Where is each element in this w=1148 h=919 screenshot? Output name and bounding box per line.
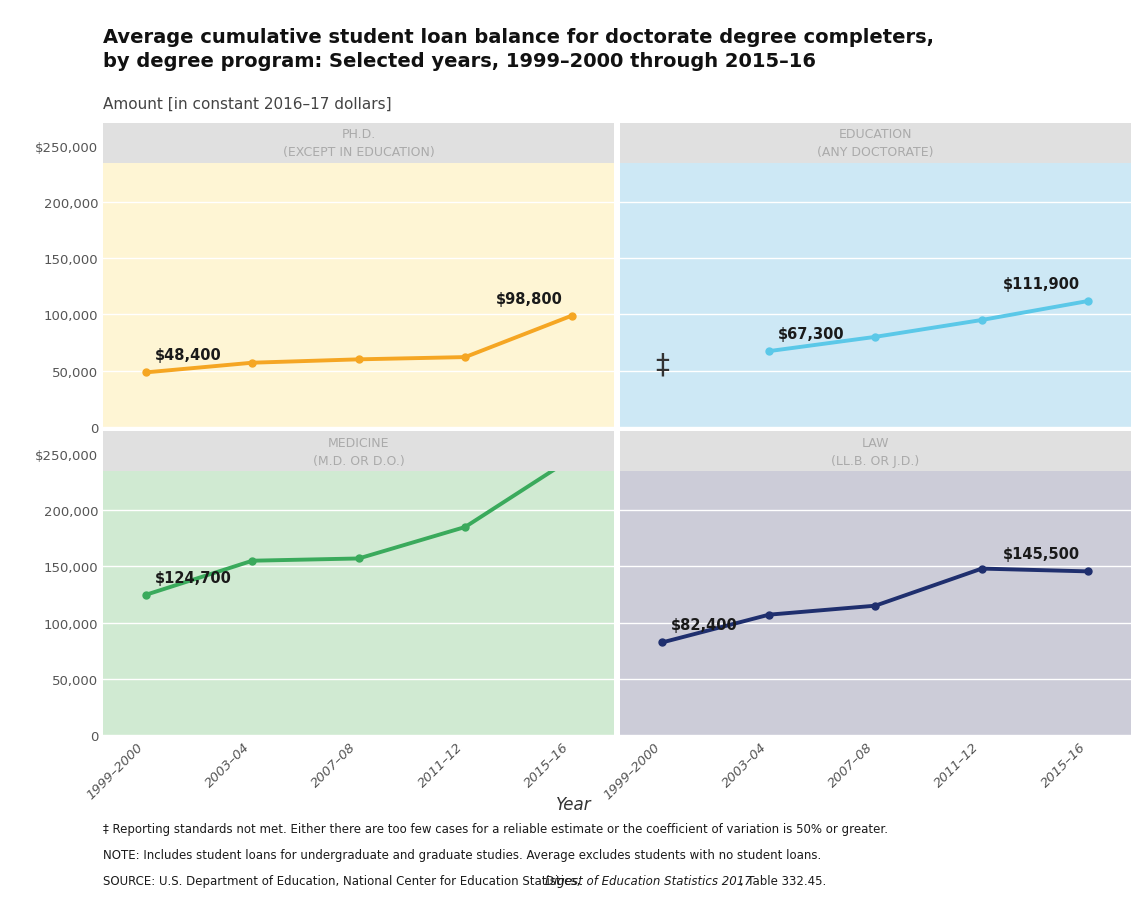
Text: LAW
(LL.B. OR J.D.): LAW (LL.B. OR J.D.)	[831, 437, 920, 467]
Text: Average cumulative student loan balance for doctorate degree completers,
by degr: Average cumulative student loan balance …	[103, 28, 934, 71]
Text: $48,400: $48,400	[154, 348, 222, 363]
Text: $82,400: $82,400	[670, 618, 738, 632]
Text: Digest of Education Statistics 2017: Digest of Education Statistics 2017	[545, 874, 752, 887]
Bar	[103, 124, 614, 164]
Text: $98,800: $98,800	[496, 291, 564, 306]
Text: NOTE: Includes student loans for undergraduate and graduate studies. Average exc: NOTE: Includes student loans for undergr…	[103, 848, 822, 861]
Text: EDUCATION
(ANY DOCTORATE): EDUCATION (ANY DOCTORATE)	[817, 129, 933, 159]
Text: PH.D.
(EXCEPT IN EDUCATION): PH.D. (EXCEPT IN EDUCATION)	[282, 129, 435, 159]
Text: , Table 332.45.: , Table 332.45.	[736, 874, 827, 887]
Text: $246,000: $246,000	[487, 434, 564, 448]
Text: MEDICINE
(M.D. OR D.O.): MEDICINE (M.D. OR D.O.)	[313, 437, 404, 467]
Text: Amount [in constant 2016–17 dollars]: Amount [in constant 2016–17 dollars]	[103, 96, 391, 111]
Bar	[103, 432, 614, 471]
Bar	[620, 432, 1131, 471]
Text: $145,500: $145,500	[1002, 547, 1080, 562]
Text: $67,300: $67,300	[777, 326, 844, 342]
Text: $111,900: $111,900	[1002, 277, 1080, 291]
Text: Year: Year	[556, 795, 592, 813]
Text: ‡: ‡	[656, 352, 669, 380]
Text: SOURCE: U.S. Department of Education, National Center for Education Statistics,: SOURCE: U.S. Department of Education, Na…	[103, 874, 588, 887]
Text: $124,700: $124,700	[154, 570, 231, 585]
Bar	[620, 124, 1131, 164]
Text: ‡ Reporting standards not met. Either there are too few cases for a reliable est: ‡ Reporting standards not met. Either th…	[103, 823, 889, 835]
